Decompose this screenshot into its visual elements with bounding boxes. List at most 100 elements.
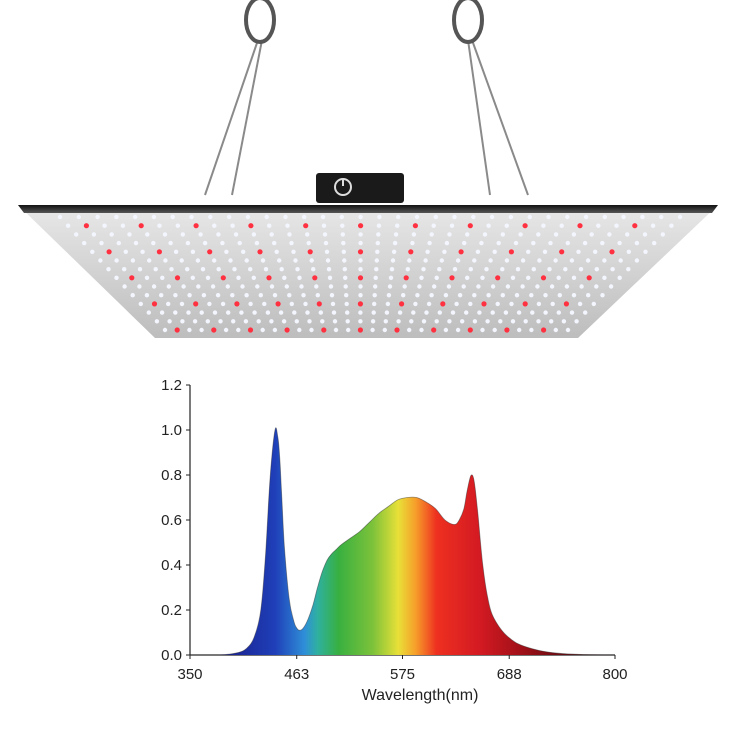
white-led [138,301,143,307]
white-led [333,327,339,333]
white-led [574,319,579,324]
white-led [74,232,79,237]
white-led [181,284,186,289]
white-led [660,232,665,237]
white-led [434,275,439,280]
white-led [437,310,442,315]
red-led [303,223,309,229]
white-led [186,310,191,315]
grow-light-photo [18,0,718,338]
white-led [480,327,485,333]
hook-icon [452,0,484,44]
red-led [275,301,281,307]
white-led [245,214,251,220]
white-led [190,249,196,254]
white-led [127,232,132,237]
white-led [130,258,136,263]
white-led [239,310,244,315]
white-led [472,258,477,263]
x-axis-title: Wavelength(nm) [362,687,479,704]
white-led [677,214,683,220]
white-led [602,214,607,220]
white-led [90,249,95,254]
white-led [236,275,241,280]
white-led [153,267,158,272]
white-led [618,258,623,263]
white-led [299,284,304,289]
spectrum-line [190,427,616,656]
white-led [146,310,151,315]
white-led [640,214,645,220]
red-led [357,249,364,255]
white-led [258,293,263,298]
white-led [140,249,145,254]
white-led [218,319,223,324]
white-led [190,275,195,280]
red-led [220,275,226,281]
white-led [583,214,589,220]
white-led [383,319,388,324]
white-led [423,258,428,263]
white-led [162,327,168,333]
white-led [608,284,614,289]
white-led [434,319,439,324]
white-led [392,240,398,246]
white-led [342,258,347,263]
white-led [488,258,493,263]
white-led [569,310,575,315]
white-led [450,310,456,315]
white-led [437,267,442,272]
red-led [467,327,473,333]
white-led [282,275,287,280]
white-led [173,249,179,254]
red-led [559,249,565,255]
white-led [198,232,203,237]
white-led [529,293,534,298]
white-led [537,258,542,263]
white-led [210,284,216,289]
white-led [265,310,271,315]
white-led [500,293,505,298]
white-led [195,258,201,263]
white-led [486,223,491,228]
white-led [251,275,256,280]
white-led [260,258,266,263]
red-led [357,327,363,333]
red-led [586,275,592,281]
white-led [531,267,536,272]
white-led [248,267,253,272]
white-led [344,301,349,307]
white-led [284,284,289,289]
white-led [596,223,601,228]
white-led [594,267,599,272]
red-led [307,249,313,255]
white-led [395,223,400,228]
white-led [175,223,180,228]
white-led [269,319,274,324]
white-led [346,327,351,333]
white-led [388,275,394,280]
white-led [147,258,152,263]
white-led [376,232,381,237]
white-led [185,267,190,272]
white-led [230,223,235,228]
white-led [390,258,396,263]
white-led [255,284,260,289]
white-led [205,319,210,324]
white-led [272,293,278,298]
plot-area [190,427,616,656]
white-led [557,293,562,298]
white-led [236,327,241,333]
red-led [458,249,464,255]
led-grid [57,214,683,333]
white-led [370,327,375,333]
white-led [531,240,536,246]
white-led [76,214,82,220]
white-led [187,327,192,333]
white-led [563,267,568,272]
white-led [285,223,290,228]
white-led [514,293,520,298]
white-led [374,267,379,272]
white-led [358,284,363,289]
red-led [408,249,414,255]
